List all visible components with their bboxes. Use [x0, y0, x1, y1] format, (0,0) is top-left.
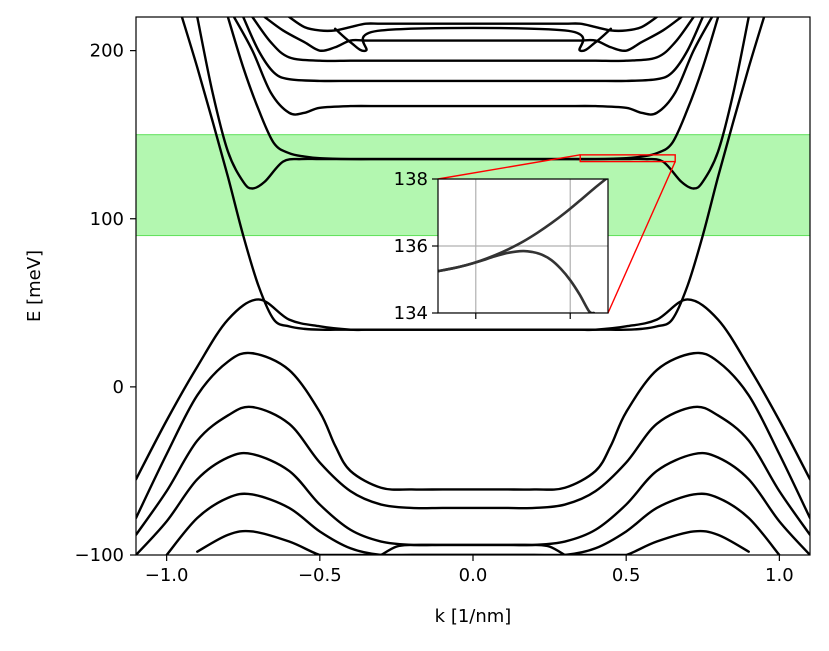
x-tick-label: 1.0: [765, 565, 794, 586]
band-line-14: [263, 17, 683, 52]
x-tick-label: 0.5: [612, 565, 641, 586]
band-line-15: [287, 17, 659, 33]
inset-y-tick-label: 134: [394, 303, 428, 324]
inset-band-line-2: [438, 249, 596, 313]
y-tick-label: 200: [90, 41, 124, 62]
y-tick-label: 100: [90, 209, 124, 230]
band-line-11: [232, 17, 714, 116]
band-line-13: [251, 17, 695, 63]
band-line-5: [165, 492, 781, 555]
inset-y-tick-label: 138: [394, 169, 428, 190]
band-line-12: [242, 17, 704, 83]
band-line-4: [136, 451, 810, 555]
band-line-3: [136, 405, 810, 537]
y-tick-label: −100: [75, 545, 124, 566]
x-tick-label: −0.5: [298, 565, 342, 586]
zoom-connector-top: [437, 154, 581, 180]
band-line-7: [379, 543, 567, 555]
band-line-8: [180, 17, 766, 331]
band-line-1: [136, 298, 810, 481]
band-line-10: [226, 17, 720, 161]
x-tick-label: 0.0: [459, 565, 488, 586]
y-axis-label: E [meV]: [24, 250, 45, 322]
x-axis-label: k [1/nm]: [435, 606, 512, 627]
x-tick-label: −1.0: [145, 565, 189, 586]
main-plot-area: −1.0 −0.5 0.0 0.5 1.0 −100 0 100 200 k [1/nm] E…: [24, 16, 811, 627]
band-line-16: [333, 26, 613, 53]
inset-y-tick-label: 136: [394, 236, 428, 257]
inset-plot-area: 134 136 138: [394, 169, 609, 324]
y-tick-label: 0: [113, 377, 124, 398]
zoom-connector-bottom: [607, 161, 676, 314]
band-line-2: [136, 351, 810, 520]
zoom-region-box: [579, 154, 676, 163]
band-line-6: [196, 529, 750, 555]
